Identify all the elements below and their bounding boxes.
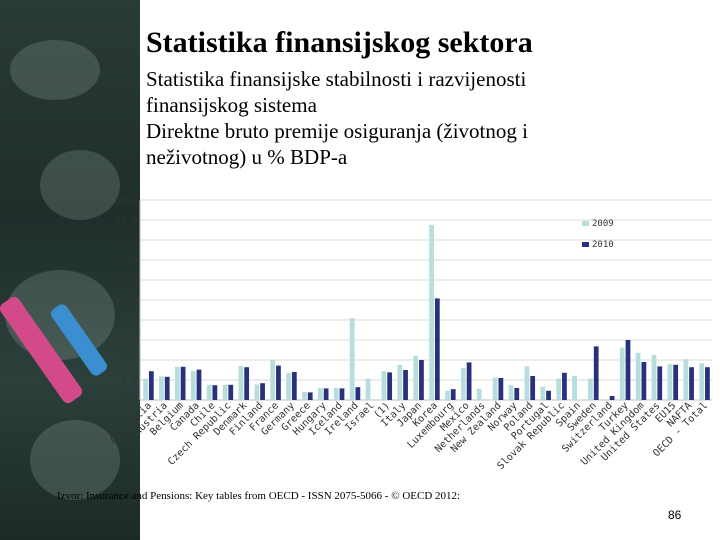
bar-2010: [180, 366, 186, 400]
bar-2009: [635, 352, 641, 400]
bar-2009: [588, 378, 593, 400]
bar-2009: [667, 364, 673, 400]
bar-2009: [159, 376, 164, 400]
bar-2010: [562, 372, 567, 400]
bar-2010: [339, 388, 345, 400]
bar-2009: [413, 356, 419, 400]
bar-2009: [556, 378, 562, 400]
bar-2010: [419, 360, 424, 400]
chalkboard-background: [0, 0, 140, 540]
y-tick-label: 45.0: [115, 217, 137, 227]
y-tick-label: 10.0: [115, 357, 137, 367]
bar-2009: [190, 370, 196, 400]
bar-2010: [148, 371, 154, 400]
chalk-smear: [10, 40, 100, 100]
source-note: Izvor: Insurance and Pensions: Key table…: [57, 490, 461, 502]
y-tick-label: 20.0: [115, 317, 137, 327]
y-tick-label: 0.0: [121, 397, 137, 407]
bar-2009: [254, 384, 260, 400]
bar-2010: [260, 383, 265, 400]
bar-2009: [429, 224, 434, 400]
bar-2009: [174, 366, 180, 400]
bar-2010: [307, 392, 313, 400]
bar-2009: [572, 376, 577, 400]
bar-2009: [699, 363, 705, 400]
bar-2010: [657, 366, 663, 400]
subtitle-line: finansijskog sistema: [146, 93, 317, 117]
bar-2010: [673, 364, 679, 400]
bar-2010: [387, 372, 393, 400]
bar-2009: [349, 318, 355, 400]
bar-2009: [238, 366, 244, 400]
bar-2009: [476, 388, 482, 400]
bar-2010: [291, 372, 297, 400]
bar-2009: [317, 388, 323, 400]
bar-2010: [164, 376, 170, 400]
bar-2010: [228, 384, 234, 400]
y-tick-label: 15.0: [115, 337, 137, 347]
bar-2010: [514, 388, 520, 400]
bar-2009: [460, 368, 466, 400]
bar-2009: [333, 388, 339, 400]
bar-2009: [381, 371, 387, 400]
bar-2010: [355, 387, 361, 400]
bar-2010: [546, 390, 551, 400]
bar-2009: [492, 377, 498, 400]
subtitle-line: neživotnog) u % BDP-a: [146, 145, 348, 169]
bar-2010: [625, 340, 631, 400]
bar-2009: [222, 384, 228, 400]
bar-2010: [403, 370, 408, 400]
bar-2009: [365, 378, 371, 400]
legend-swatch: [582, 242, 589, 247]
bar-2009: [302, 392, 307, 400]
slide-title: Statistika finansijskog sektora: [146, 26, 533, 59]
y-tick-label: 5.0: [121, 377, 137, 387]
bar-2010: [244, 367, 250, 400]
bar-2010: [196, 369, 202, 400]
slide-subtitle: Statistika finansijske stabilnosti i raz…: [146, 66, 666, 170]
bar-2010: [434, 298, 440, 400]
subtitle-line: Statistika finansijske stabilnosti i raz…: [146, 67, 527, 91]
bar-chart: 0.0 5.0 10.0 15.0 20.0 25.0 30.0 35.0 40.0 45.0 50…: [108, 197, 712, 472]
y-tick-label: 50.0: [115, 197, 137, 207]
chalk-smear: [40, 150, 120, 220]
y-tick-label: 25.0: [115, 297, 137, 307]
bar-2010: [276, 365, 281, 400]
y-tick-label: 30.0: [115, 277, 137, 287]
bar-2009: [206, 384, 212, 400]
subtitle-line: Direktne bruto premije osiguranja (život…: [146, 119, 528, 143]
y-tick-label: 35.0: [115, 257, 137, 267]
bar-2010: [609, 396, 615, 400]
bar-2010: [593, 346, 599, 400]
legend-swatch: [582, 221, 589, 226]
bar-2010: [530, 376, 536, 400]
bar-2009: [524, 366, 530, 400]
bar-2009: [286, 372, 291, 400]
bar-2009: [619, 347, 625, 400]
bar-2010: [641, 362, 647, 400]
y-tick-label: 40.0: [115, 237, 137, 247]
bar-2009: [397, 364, 403, 400]
bar-2009: [143, 378, 148, 400]
bar-2009: [445, 390, 450, 400]
bar-2010: [466, 362, 472, 400]
bar-2010: [212, 385, 218, 400]
bar-2010: [705, 367, 710, 400]
bar-2009: [270, 360, 276, 400]
bar-2009: [651, 354, 657, 400]
bar-2010: [498, 378, 504, 400]
bar-2010: [689, 367, 694, 400]
bar-2009: [540, 386, 546, 400]
bar-2009: [683, 359, 689, 400]
legend-label: 2010: [592, 240, 614, 250]
chalk-smear: [30, 420, 120, 500]
bar-2010: [323, 388, 329, 400]
page-number: 86: [668, 508, 682, 522]
legend-label: 2009: [592, 219, 614, 229]
bar-2010: [450, 389, 456, 400]
bar-2009: [508, 385, 514, 400]
